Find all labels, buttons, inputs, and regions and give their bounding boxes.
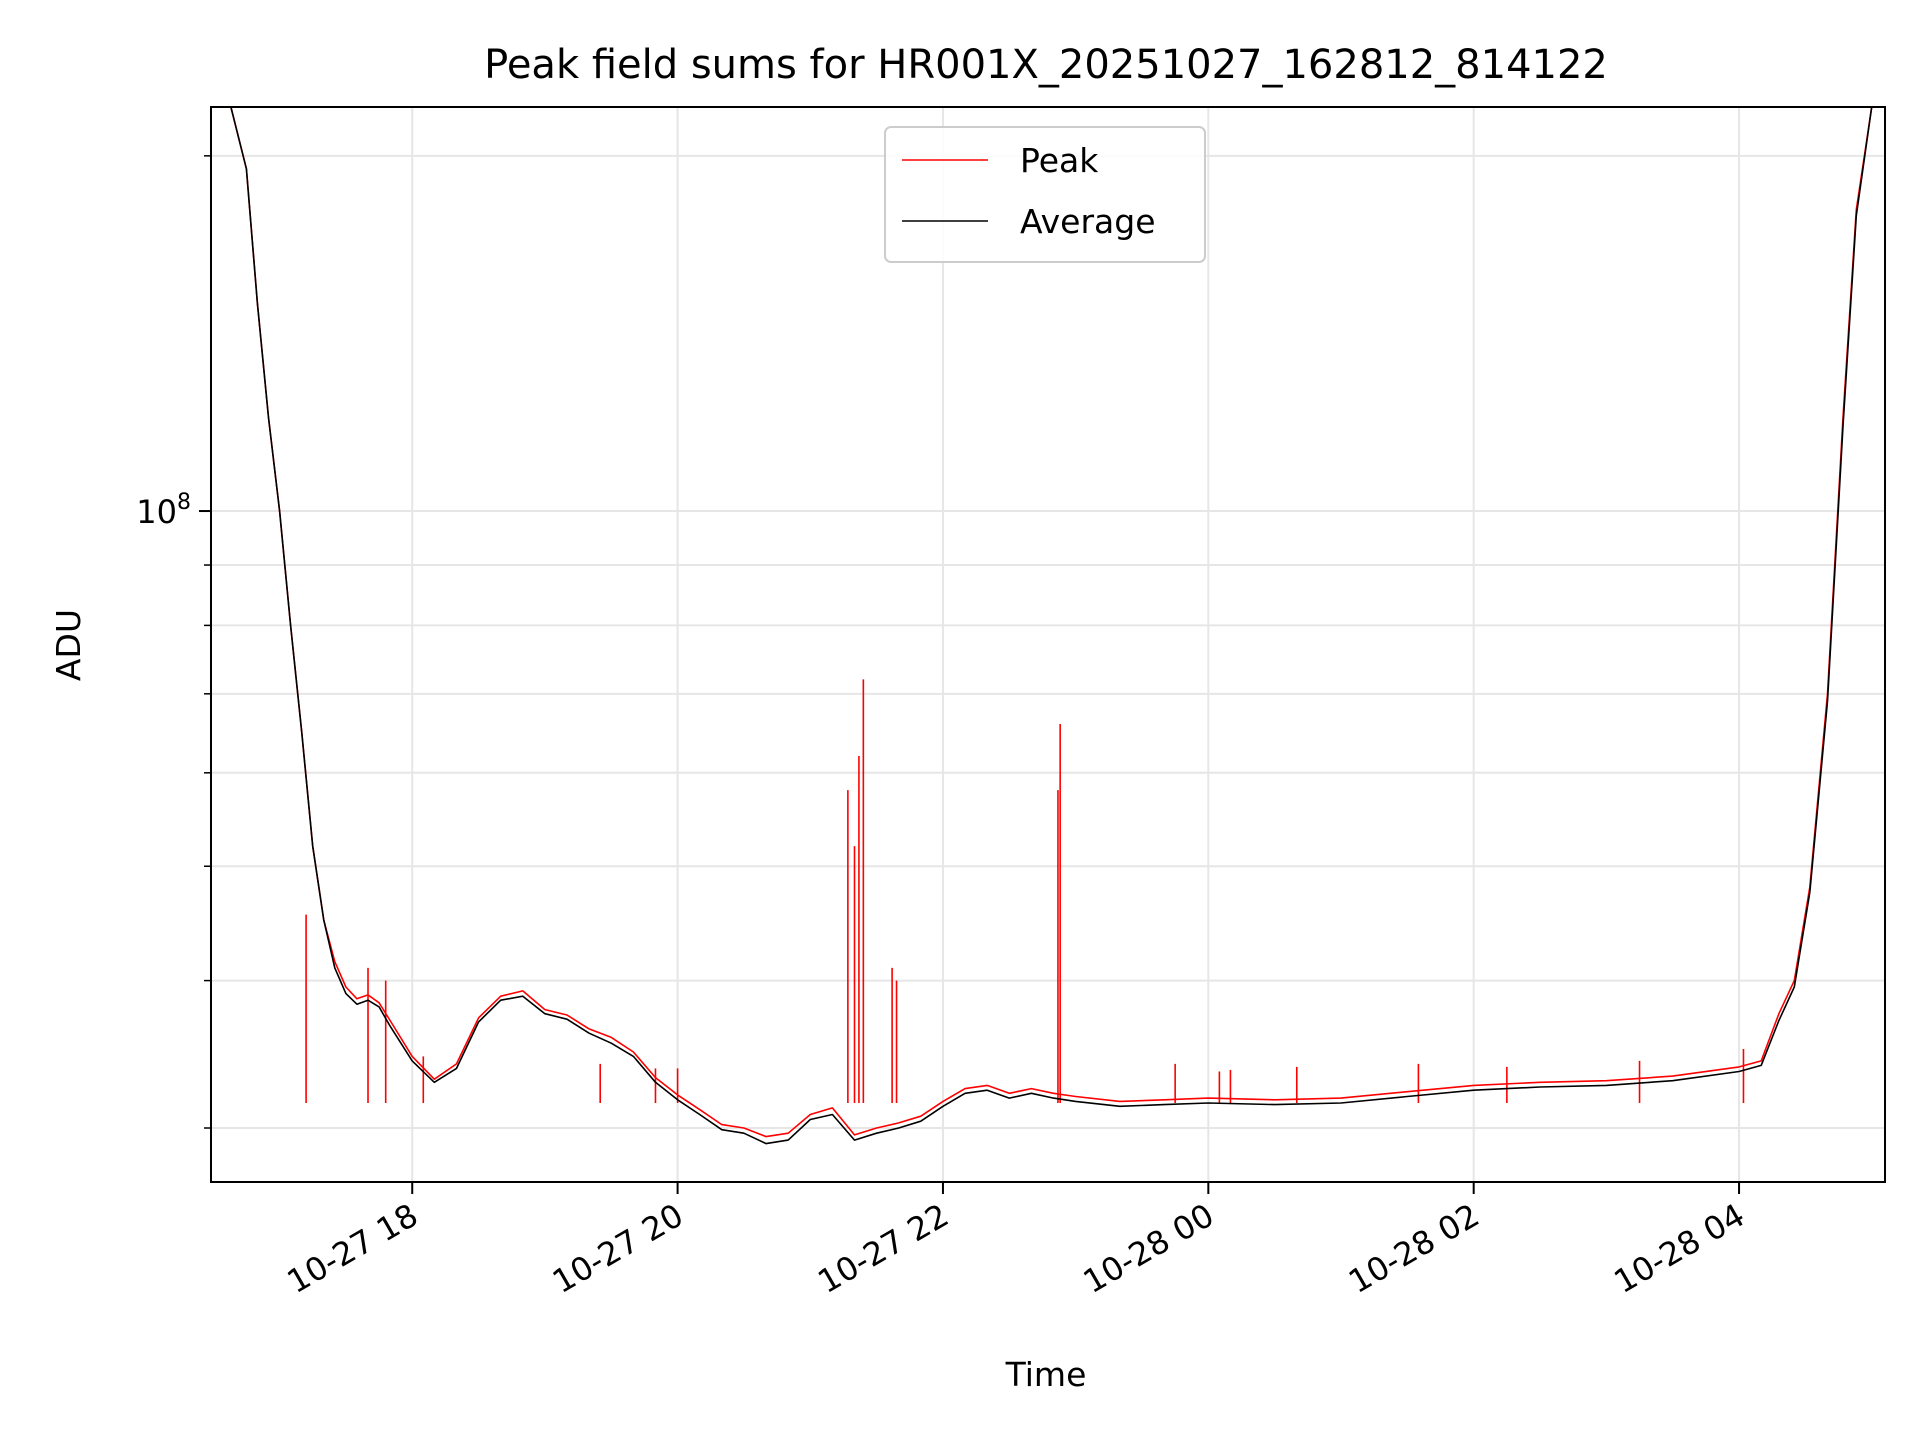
series-layer bbox=[211, 107, 1885, 1145]
chart-title: Peak field sums for HR001X_20251027_1628… bbox=[484, 42, 1608, 88]
legend: Peak Average bbox=[884, 126, 1206, 263]
plot-frame bbox=[210, 106, 1886, 1183]
legend-label-peak: Peak bbox=[1020, 141, 1099, 180]
series-line-average bbox=[211, 107, 1885, 1145]
legend-label-average: Average bbox=[1020, 202, 1156, 241]
y-axis: 108 bbox=[136, 155, 211, 1129]
x-axis-label: Time bbox=[1005, 1355, 1087, 1394]
series-line-peak bbox=[211, 107, 1885, 1138]
y-axis-label: ADU bbox=[49, 609, 88, 681]
